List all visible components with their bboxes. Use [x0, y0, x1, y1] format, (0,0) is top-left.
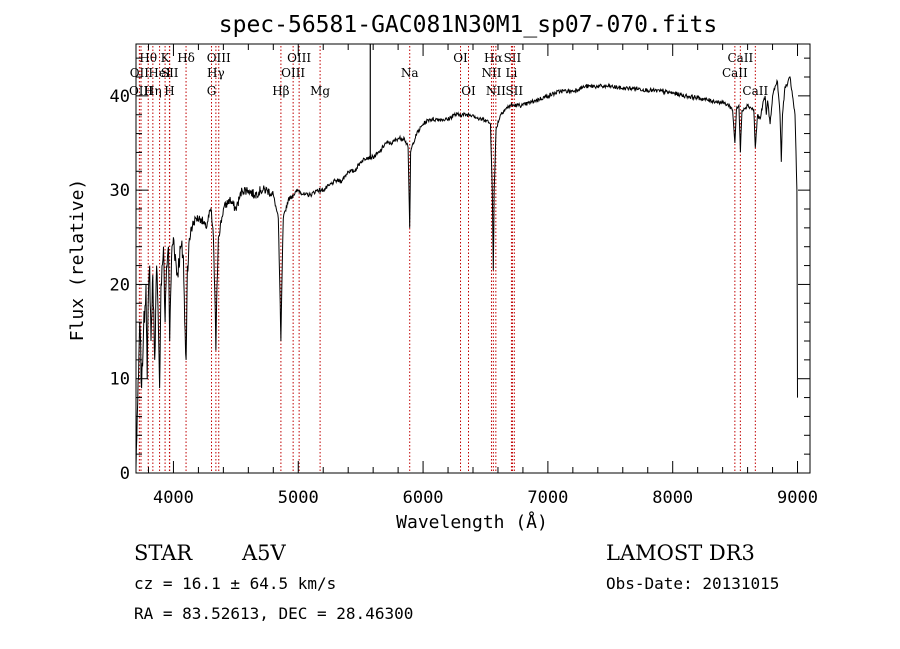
line-label: OI: [461, 84, 476, 98]
info-panel: STAR A5V cz = 16.1 ± 64.5 km/s RA = 83.5…: [134, 541, 779, 623]
line-label: SII: [505, 84, 523, 98]
line-label: CaII: [722, 66, 748, 80]
x-tick-label: 9000: [777, 488, 818, 508]
spectrum-line: [135, 76, 798, 469]
x-tick-label: 5000: [278, 488, 319, 508]
line-label: G: [207, 84, 217, 98]
survey-name: LAMOST DR3: [606, 541, 755, 565]
line-label: Hθ: [139, 51, 157, 65]
x-tick-label: 6000: [403, 488, 444, 508]
line-label: CaII: [742, 84, 768, 98]
x-tick-label: 4000: [153, 488, 194, 508]
line-label: Li: [506, 66, 518, 80]
line-label: H: [164, 84, 174, 98]
chart-title: spec-56581-GAC081N30M1_sp07-070.fits: [219, 12, 718, 38]
line-label: OIII: [287, 51, 311, 65]
line-label: NII: [481, 66, 501, 80]
line-label: Mg: [310, 84, 330, 98]
spectrum-series: [135, 44, 798, 469]
x-tick-label: 8000: [652, 488, 693, 508]
line-label: Na: [401, 66, 419, 80]
y-tick-label: 30: [110, 181, 130, 201]
line-label: Hβ: [272, 84, 289, 98]
object-class: STAR: [134, 541, 193, 565]
line-label: Hδ: [177, 51, 195, 65]
y-axis-title: Flux (relative): [67, 179, 88, 342]
line-label: Hα: [484, 51, 503, 65]
y-tick-label: 10: [110, 370, 130, 390]
y-tick-label: 40: [110, 87, 130, 107]
observation-date: Obs-Date: 20131015: [606, 574, 779, 593]
line-label: NII: [486, 84, 506, 98]
plot-axes: 4000 5000 6000 7000 8000 9000 0 10 20 30 40: [110, 43, 818, 508]
redshift-velocity: cz = 16.1 ± 64.5 km/s: [134, 574, 336, 593]
object-subclass: A5V: [241, 541, 287, 565]
line-label: HeI: [148, 66, 171, 80]
y-tick-label: 0: [120, 464, 130, 484]
line-label: Hη: [144, 84, 162, 98]
line-label: SII: [161, 66, 179, 80]
plot-frame: [135, 43, 811, 474]
y-tick-label: 20: [110, 275, 130, 295]
line-label: K: [161, 51, 171, 65]
sky-coordinates: RA = 83.52613, DEC = 28.46300: [134, 604, 413, 623]
line-label: SII: [504, 51, 522, 65]
x-tick-label: 7000: [527, 488, 568, 508]
line-label: Hγ: [207, 66, 225, 80]
x-axis-title: Wavelength (Å): [396, 511, 548, 533]
line-label: OIII: [281, 66, 305, 80]
line-label: CaII: [727, 51, 753, 65]
line-label: OIII: [207, 51, 231, 65]
line-label: OII: [130, 66, 150, 80]
line-label: OI: [453, 51, 468, 65]
line-label: OIII: [129, 84, 153, 98]
